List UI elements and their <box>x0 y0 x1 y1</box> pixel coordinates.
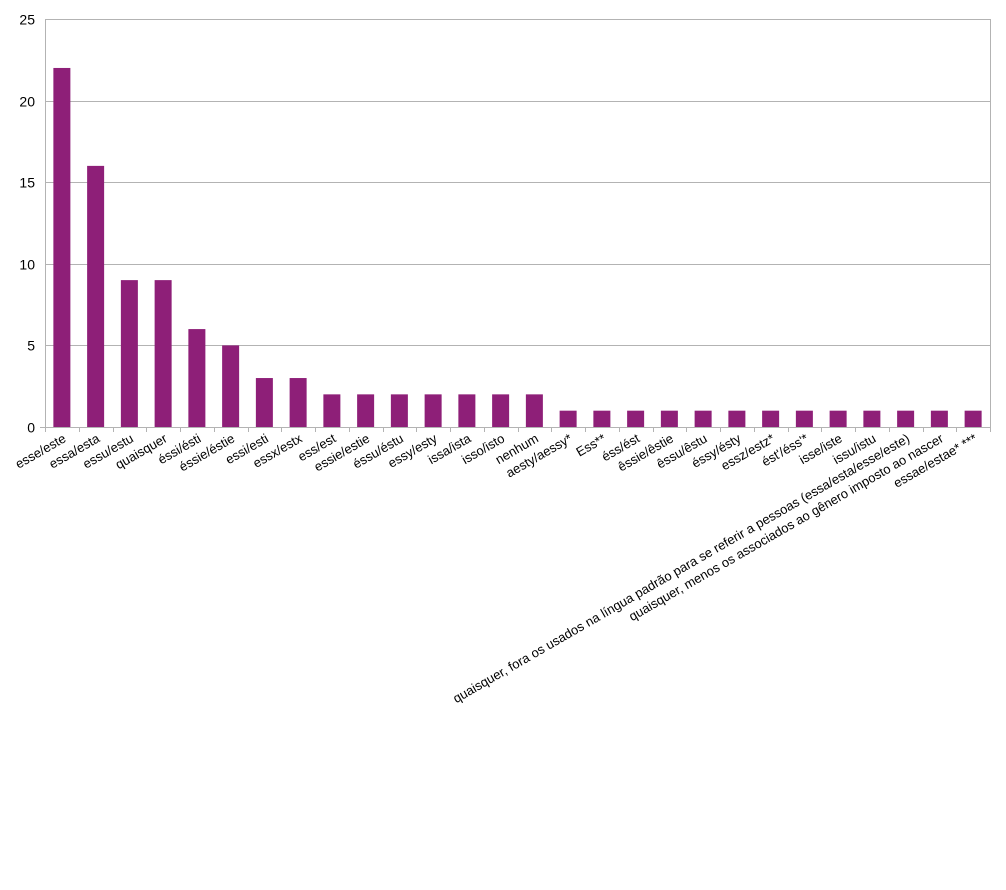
y-tick-label: 10 <box>19 257 35 273</box>
bar <box>357 394 375 427</box>
bar <box>593 410 611 427</box>
bar <box>188 329 206 427</box>
bar <box>222 345 240 427</box>
y-tick-labels: 0 5 10 15 20 25 <box>19 12 35 436</box>
bar <box>930 410 948 427</box>
bar <box>559 410 577 427</box>
bar <box>795 410 813 427</box>
bar <box>627 410 645 427</box>
y-tick-label: 5 <box>27 338 35 354</box>
bar <box>762 410 780 427</box>
bars <box>53 67 982 428</box>
bar <box>897 410 915 427</box>
bar <box>964 410 982 427</box>
x-tick-labels: esse/esteessa/estaessu/estuquaisqueréssi… <box>13 430 980 706</box>
y-tick-label: 15 <box>19 175 35 191</box>
bar <box>660 410 678 427</box>
bar <box>728 410 746 427</box>
y-tick-label: 20 <box>19 94 35 110</box>
bar <box>289 378 307 427</box>
bar <box>255 378 273 427</box>
bar <box>424 394 442 427</box>
bar <box>154 280 172 427</box>
bar <box>87 165 105 427</box>
bar <box>458 394 476 427</box>
bar <box>120 280 138 427</box>
bar <box>323 394 341 427</box>
bar <box>492 394 510 427</box>
bar <box>863 410 881 427</box>
y-tick-label: 0 <box>27 420 35 436</box>
bar <box>525 394 543 427</box>
bar <box>390 394 408 427</box>
y-tick-label: 25 <box>19 12 35 28</box>
axes <box>40 19 991 432</box>
bar <box>829 410 847 427</box>
bar <box>53 67 71 428</box>
bar <box>694 410 712 427</box>
gridlines <box>45 19 990 428</box>
